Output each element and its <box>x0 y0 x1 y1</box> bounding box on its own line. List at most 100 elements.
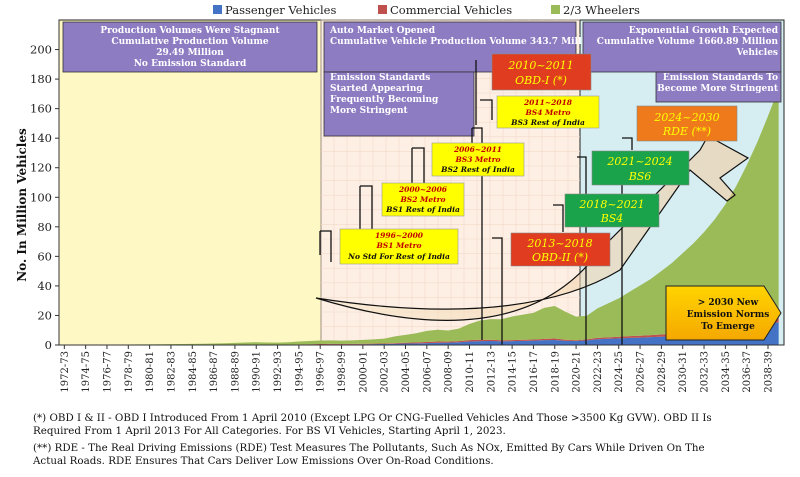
svg-text:1996~2000: 1996~2000 <box>375 231 424 240</box>
x-tick-label: 2028-29 <box>657 351 668 393</box>
y-tick-label: 160 <box>30 102 52 116</box>
footnote-rde-line2: Actual Roads. RDE Ensures That Cars Deli… <box>33 455 494 467</box>
x-tick-label: 1998-99 <box>337 351 348 393</box>
x-tick-label: 2002-03 <box>380 351 391 393</box>
y-axis-label: No. In Million Vehicles <box>15 128 29 282</box>
svg-text:2021~2024: 2021~2024 <box>606 155 672 168</box>
y-tick-label: 40 <box>37 279 52 293</box>
svg-text:2011~2018: 2011~2018 <box>523 98 573 107</box>
svg-text:BS3 Rest of India: BS3 Rest of India <box>510 118 585 127</box>
svg-text:Emission Norms: Emission Norms <box>687 310 770 320</box>
x-tick-label: 2024-25 <box>614 351 625 393</box>
x-tick-label: 2014-15 <box>508 351 519 393</box>
period3-line2: Cumulative Volume 1660.89 Million <box>597 37 779 47</box>
svg-text:To Emerge: To Emerge <box>701 322 755 332</box>
x-tick-label: 2034-35 <box>721 351 732 393</box>
y-axis: 0 20 40 60 80 100 120 140 160 180 200 No. In Milli… <box>15 20 60 352</box>
y-tick-label: 200 <box>30 43 52 57</box>
period1-line2: Cumulative Production Volume <box>111 37 268 47</box>
x-tick-label: 1974-75 <box>81 351 92 393</box>
legend-label-passenger: Passenger Vehicles <box>225 3 336 17</box>
svg-text:RDE (**): RDE (**) <box>662 125 711 138</box>
annotation-obd2: 2013~2018 OBD-II (*) <box>510 232 611 267</box>
x-tick-label: 1994-95 <box>294 351 305 393</box>
legend-swatch-passenger <box>213 5 222 14</box>
x-tick-label: 2036-37 <box>742 351 753 393</box>
period2-note1: Emission Standards <box>330 73 430 83</box>
x-tick-label: 2020-21 <box>572 351 583 393</box>
period3-note1: Emission Standards To <box>663 73 778 83</box>
footnote-rde: (**) RDE - The Real Driving Emissions (R… <box>33 442 793 468</box>
x-tick-label: 1990-91 <box>252 351 263 393</box>
x-tick-label: 1978-79 <box>124 351 135 393</box>
y-tick-label: 140 <box>30 131 52 145</box>
annotation-bs4-metro: 2011~2018 BS4 Metro BS3 Rest of India <box>496 95 600 129</box>
x-tick-label: 2032-33 <box>700 351 711 393</box>
x-tick-label: 1992-93 <box>273 351 284 393</box>
x-tick-label: 2010-11 <box>465 351 476 393</box>
y-tick-label: 120 <box>30 161 52 175</box>
period1-line4: No Emission Standard <box>134 59 247 69</box>
annotation-rde: 2024~2030 RDE (**) <box>636 105 738 142</box>
annotation-bs3: 2006~2011 BS3 Metro BS2 Rest of India <box>431 142 525 177</box>
period1-line3: 29.49 Million <box>156 48 224 58</box>
x-tick-label: 2018-19 <box>550 351 561 393</box>
x-tick-label: 1986-87 <box>209 351 220 393</box>
legend-swatch-wheelers <box>551 5 560 14</box>
x-tick-label: 2016-17 <box>529 351 540 393</box>
svg-text:BS1 Rest of India: BS1 Rest of India <box>385 205 460 214</box>
svg-text:BS3 Metro: BS3 Metro <box>454 155 500 164</box>
x-tick-label: 2026-27 <box>636 351 647 393</box>
footnote-obd-line2: Required From 1 April 2013 For All Categ… <box>33 425 506 437</box>
y-tick-label: 180 <box>30 72 52 86</box>
x-tick-label: 2004-05 <box>401 351 412 393</box>
legend-label-wheelers: 2/3 Wheelers <box>563 3 640 17</box>
x-tick-label: 1976-77 <box>102 351 113 393</box>
svg-text:BS4 Metro: BS4 Metro <box>524 108 570 117</box>
x-tick-label: 2038-39 <box>764 351 775 393</box>
area-passenger-vehicles <box>64 322 779 345</box>
svg-text:> 2030 New: > 2030 New <box>698 298 759 308</box>
y-tick-label: 60 <box>37 249 52 263</box>
svg-text:2010~2011: 2010~2011 <box>507 59 573 72</box>
annotation-obd1: 2010~2011 OBD-I (*) <box>491 53 592 91</box>
footnote-obd: (*) OBD I & II - OBD I Introduced From 1… <box>33 412 793 438</box>
period3-title: Exponential Growth Expected <box>629 26 779 36</box>
x-tick-label: 2008-09 <box>444 351 455 393</box>
x-tick-label: 1988-89 <box>230 351 241 393</box>
period2-note2: Started Appearing <box>330 84 423 94</box>
x-tick-label: 1996-97 <box>316 351 327 393</box>
svg-text:2000~2006: 2000~2006 <box>398 185 448 194</box>
svg-text:BS2 Metro: BS2 Metro <box>399 195 445 204</box>
svg-text:BS6: BS6 <box>628 170 652 183</box>
area-commercial-vehicles <box>64 317 779 345</box>
y-tick-label: 100 <box>30 190 52 204</box>
annotation-bs1: 1996~2000 BS1 Metro No Std For Rest of I… <box>339 228 459 265</box>
growth-arrow <box>315 135 750 321</box>
svg-text:2024~2030: 2024~2030 <box>653 111 719 124</box>
emission-chart: Passenger Vehicles Commercial Vehicles 2… <box>15 3 785 393</box>
footnote-rde-line1: (**) RDE - The Real Driving Emissions (R… <box>33 442 705 454</box>
svg-text:BS2 Rest of India: BS2 Rest of India <box>440 165 515 174</box>
x-axis: 1972-73 1974-75 1976-77 1978-79 1980-81 1982-… <box>59 344 784 393</box>
x-tick-label: 2030-31 <box>678 351 689 393</box>
period3-line3: Vehicles <box>735 48 778 58</box>
x-tick-label: 1980-81 <box>145 351 156 393</box>
period2-note4: More Stringent <box>330 106 408 116</box>
x-tick-label: 2012-13 <box>486 351 497 393</box>
svg-text:2013~2018: 2013~2018 <box>526 237 592 250</box>
svg-text:OBD-II (*): OBD-II (*) <box>532 251 588 264</box>
x-tick-label: 1972-73 <box>60 351 71 393</box>
y-tick-label: 80 <box>37 220 52 234</box>
annotation-2030: > 2030 New Emission Norms To Emerge <box>665 285 782 341</box>
annotation-bs6: 2021~2024 BS6 <box>591 150 690 186</box>
y-tick-label: 0 <box>45 338 52 352</box>
y-tick-label: 20 <box>37 308 52 322</box>
legend-swatch-commercial <box>378 5 387 14</box>
x-tick-label: 2000-01 <box>358 351 369 393</box>
legend: Passenger Vehicles Commercial Vehicles 2… <box>213 3 640 17</box>
period1-title: Production Volumes Were Stagnant <box>100 26 280 36</box>
period-header-growth: Exponential Growth Expected Cumulative V… <box>582 21 782 103</box>
svg-text:No Std For Rest of India: No Std For Rest of India <box>347 252 450 261</box>
period-bg-stagnant <box>58 19 322 346</box>
